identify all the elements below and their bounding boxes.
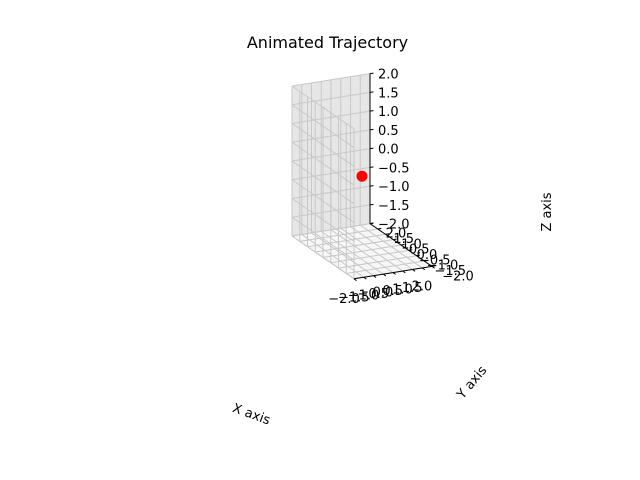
y-axis-title: Y axis [454,363,491,403]
x-tick-label-2: −1.0 [348,289,380,304]
x-tick-label-7: 1.5 [402,281,423,296]
grid-floor-y-7 [299,228,378,242]
x-tick-label-3: −0.5 [357,287,389,302]
y-tick-label-1: −1.5 [434,264,466,279]
grid-floor-x-5 [340,227,404,272]
y-tick-6 [385,233,390,235]
x-tick-label-4: 0.0 [373,286,394,301]
z-tick-label-0: −2.0 [378,218,410,233]
y-tick-label-4: 0.0 [417,248,438,263]
z-tick-3 [369,166,374,168]
grid-left-z-4 [291,160,355,205]
y-tick-2 [416,254,421,257]
data-points [356,170,368,182]
grid-back-z-4 [291,148,371,162]
grid-floor-y-4 [322,244,402,258]
x-axis-title: X axis [230,401,272,429]
y-tick-1 [424,259,428,262]
grid-back-z-7 [291,91,371,106]
z-tick-1 [369,203,374,206]
y-tick-5 [393,238,397,241]
y-tick-7 [377,227,382,230]
z-tick-5 [369,128,374,131]
grid-back-z-5 [291,129,371,143]
grid-left-z-7 [291,104,355,148]
z-tick-6 [369,110,374,112]
x-tick-6 [412,269,416,272]
z-tick-2 [369,185,374,187]
y-tick-0 [431,265,436,267]
x-tick-label-5: 0.5 [382,284,403,299]
z-tick-label-1: −1.5 [378,199,410,214]
z-tick-0 [369,222,374,225]
grid-floor-x-7 [359,224,423,269]
z-tick-label-7: 1.5 [378,86,399,101]
z-axis-title: Z axis [540,192,555,231]
x-tick-0 [353,278,357,282]
x-tick-4 [392,272,396,275]
y-tick-label-6: 1.0 [401,237,422,252]
y-tick-label-5: 0.5 [409,243,430,258]
chart-title: Animated Trajectory [246,33,409,52]
z-tick-8 [369,72,374,75]
x-tick-label-6: 1.0 [392,283,413,298]
y-tick-4 [400,243,405,246]
y-tick-3 [408,249,413,251]
z-tick-label-6: 1.0 [378,105,399,120]
y-tick-label-8: 2.0 [386,227,407,242]
z-tick-label-4: 0.0 [378,143,399,158]
y-tick-label-2: −1.0 [427,259,459,274]
data-point-0 [356,170,368,182]
grid-floor-y-8 [291,223,371,237]
grid-back-z-8 [291,73,371,87]
z-tick-label-5: 0.5 [378,124,399,139]
y-tick-label-0: −2.0 [442,269,474,284]
z-tick-4 [369,147,374,150]
y-tick-label-3: −0.5 [419,253,451,268]
grid-lines [291,73,433,280]
y-tick-label-7: 1.5 [393,232,414,247]
z-tick-label-8: 2.0 [378,68,399,83]
grid-floor-x-6 [350,226,413,270]
x-tick-2 [373,275,377,278]
x-tick-1 [363,276,367,280]
x-tick-label-1: −1.5 [338,290,370,305]
z-tick-label-2: −1.0 [378,180,410,195]
grid-left-z-8 [291,85,355,130]
x-tick-label-0: −2.0 [328,292,360,307]
axis-ticks [353,72,436,282]
grid-left-z-5 [291,141,355,186]
z-tick-label-3: −0.5 [378,161,410,176]
x-tick-5 [402,270,406,274]
grid-floor-y-5 [315,239,394,253]
grid-left-z-6 [291,123,355,167]
z-tick-7 [369,91,374,93]
x-axis-line [353,265,433,280]
x-tick-label-8: 2.0 [412,279,433,294]
grid-back-z-6 [291,110,371,124]
x-tick-3 [382,273,387,277]
x-tick-7 [421,267,426,271]
grid-floor-y-6 [307,233,386,248]
